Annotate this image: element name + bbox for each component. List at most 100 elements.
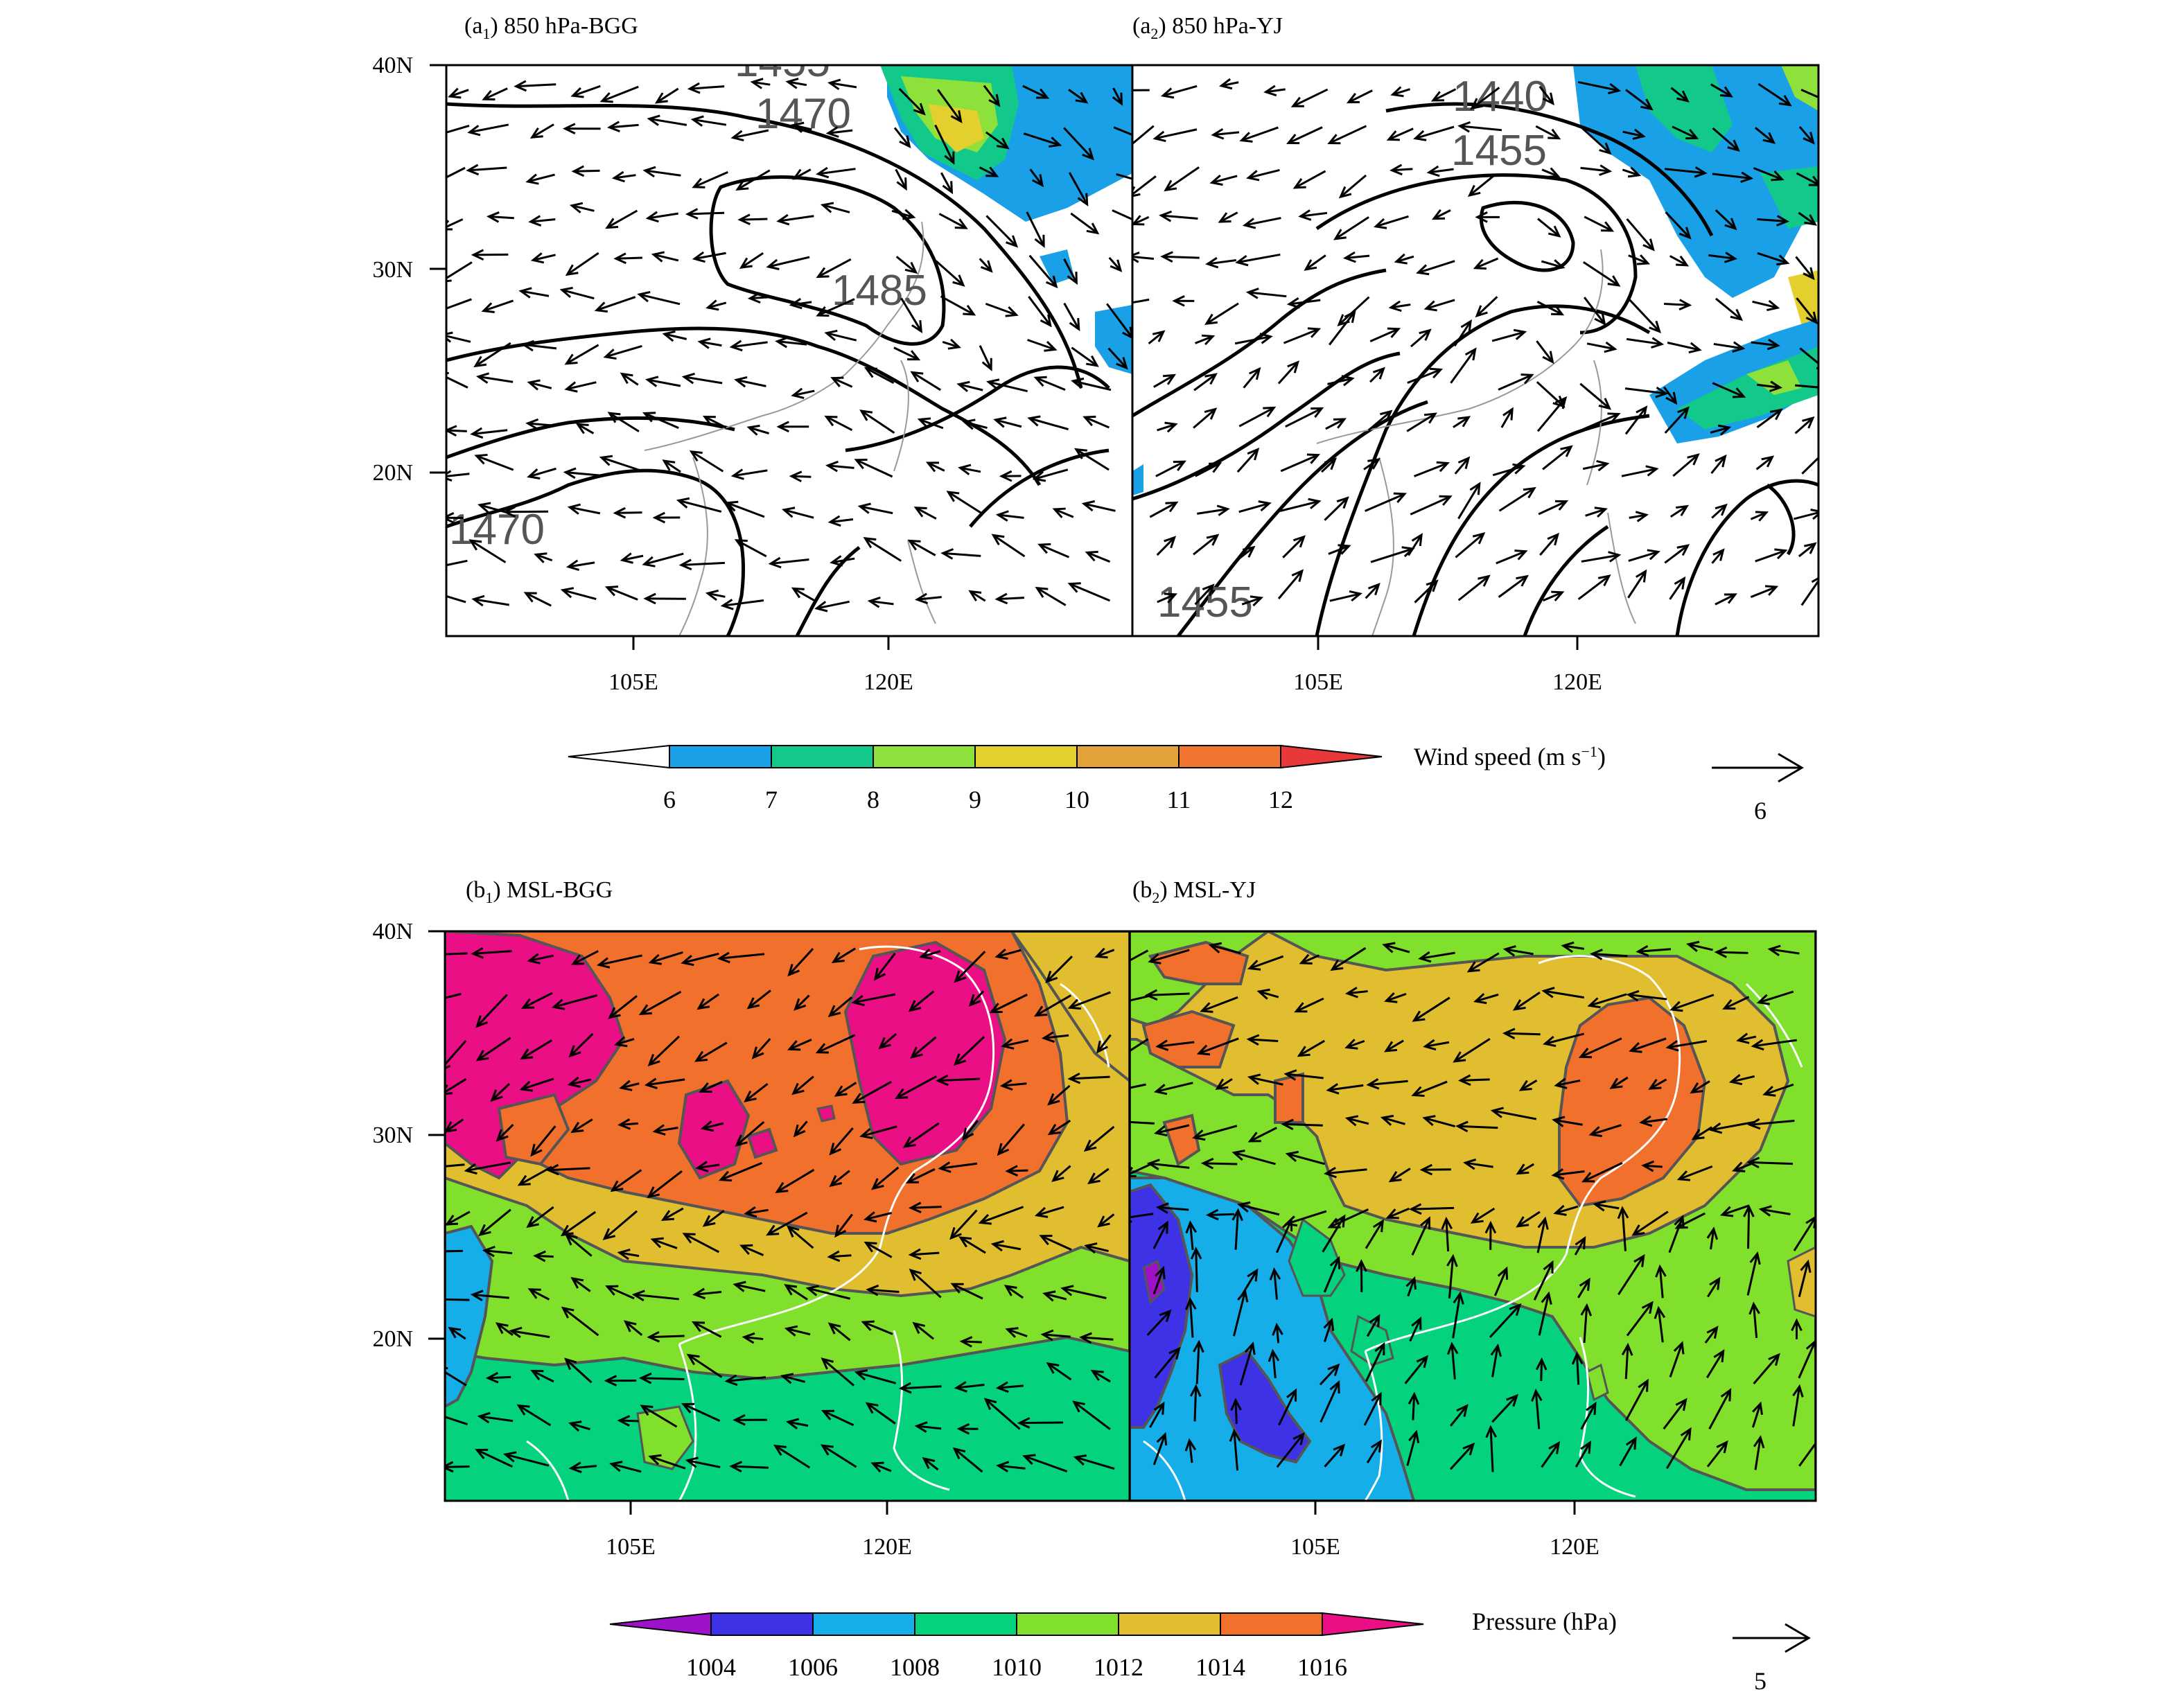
- wind-vector: [863, 537, 902, 562]
- wind-vector: [827, 1250, 852, 1262]
- wind-vector: [689, 450, 724, 473]
- wind-vector: [1798, 1434, 1816, 1467]
- wind-vector: [1190, 1247, 1202, 1292]
- wind-vector: [1197, 504, 1230, 516]
- wind-vector: [1475, 211, 1500, 223]
- wind-vector: [1218, 211, 1238, 223]
- wind-vector: [503, 1451, 550, 1467]
- wind-vector: [962, 419, 988, 430]
- pressure-colorbar: 1004 1006 1008 1010 1012 1014 1016 Pressure (h…: [609, 1608, 1811, 1695]
- wind-vector: [1543, 1032, 1585, 1048]
- wind-vector: [729, 340, 768, 352]
- wind-vector: [979, 258, 993, 273]
- wind-vector: [720, 599, 764, 610]
- wind-vector: [692, 251, 726, 263]
- wind-vector: [1411, 1216, 1431, 1256]
- pressure-colorbar-high-triangle: [1322, 1612, 1424, 1637]
- wind-vector: [1231, 1208, 1243, 1250]
- wind-vector: [1796, 297, 1818, 325]
- wind-vector: [791, 1075, 814, 1095]
- wind-vector: [1241, 595, 1264, 607]
- wind-vector: [1298, 209, 1328, 221]
- pressure-1010b: [636, 1405, 694, 1470]
- wind-vector: [827, 1322, 851, 1341]
- wind-vector: [1386, 127, 1414, 141]
- wind-vector: [1097, 1213, 1115, 1228]
- wind-vector: [954, 1381, 985, 1393]
- wind-vector: [1551, 1168, 1585, 1180]
- wind-vector: [1304, 254, 1326, 271]
- wind-vector: [1585, 507, 1608, 518]
- wind-vector: [1346, 89, 1373, 104]
- wind-vector: [1466, 952, 1500, 973]
- wind-vector: [1798, 542, 1817, 558]
- wind-vector: [485, 1371, 511, 1384]
- wind-vector: [1707, 1276, 1721, 1298]
- wind-vector: [1691, 1126, 1712, 1141]
- wind-vector: [1388, 1168, 1411, 1183]
- pressure-1016d: [746, 1127, 778, 1159]
- wind-vector: [1690, 1080, 1710, 1094]
- wind-vector: [620, 552, 644, 564]
- wind-vector: [1130, 1120, 1155, 1125]
- lon-tick-label: 105E: [606, 1534, 656, 1560]
- pressure-1014d: [1274, 1072, 1304, 1124]
- wind-shade-6c: [1132, 464, 1143, 495]
- wind-vector: [1365, 582, 1380, 599]
- wind-vector: [597, 954, 642, 969]
- coastline-a1: [644, 221, 936, 636]
- wind-vector: [1750, 511, 1769, 522]
- wind-vector: [746, 989, 771, 1010]
- wind-vector: [857, 502, 893, 515]
- wind-vector: [1538, 1291, 1552, 1336]
- wind-vector: [1411, 1080, 1448, 1098]
- wind-vector: [867, 596, 894, 608]
- wind-vector: [1205, 1208, 1235, 1221]
- wind-vector: [1108, 256, 1123, 272]
- wind-vector: [560, 587, 597, 601]
- wind-vector: [1073, 1454, 1115, 1470]
- wind-vector: [1536, 396, 1568, 432]
- wind-vector: [691, 1321, 722, 1338]
- wind-vector: [1423, 1039, 1450, 1051]
- wind-vector: [1536, 301, 1565, 316]
- wind-vector: [445, 1461, 470, 1473]
- wind-vectors-a1: [446, 78, 1132, 613]
- wind-vector: [1538, 85, 1554, 106]
- wind-vector: [1234, 333, 1273, 345]
- wind-vector: [1665, 1039, 1708, 1052]
- wind-vector: [495, 1322, 514, 1336]
- wind-vector: [784, 1325, 811, 1337]
- wind-vector: [647, 1035, 680, 1067]
- colorbar-tick-label: 11: [1167, 786, 1191, 813]
- wind-vector: [1755, 548, 1788, 563]
- wind-vector: [733, 1280, 766, 1292]
- wind-vector: [619, 1080, 640, 1091]
- colorbar-segment: [1220, 1612, 1323, 1636]
- wind-vector: [1665, 211, 1692, 240]
- panel-b2: (b2) MSL-YJ: [1128, 877, 1817, 1502]
- wind-vector: [445, 1039, 467, 1070]
- wind-vector: [1154, 1124, 1190, 1137]
- wind-vector: [1389, 164, 1413, 176]
- wind-vector: [1208, 942, 1241, 955]
- wind-vector: [702, 415, 727, 429]
- wind-vector: [789, 297, 812, 310]
- colorbar-tick-label: 7: [765, 786, 778, 813]
- pressure-1008b: [1350, 1314, 1394, 1366]
- wind-vector: [1327, 125, 1367, 145]
- wind-vector: [448, 87, 469, 99]
- wind-vector: [1580, 164, 1613, 176]
- wind-vector: [676, 497, 722, 513]
- pressure-1010c: [1586, 1363, 1609, 1402]
- pressure-colorbar-ticks: 1004 1006 1008 1010 1012 1014 1016: [686, 1653, 1347, 1681]
- wind-vector: [631, 1289, 679, 1302]
- wind-vector: [1193, 407, 1218, 429]
- wind-vector: [733, 1414, 767, 1426]
- wind-vector: [1328, 544, 1351, 555]
- wind-vector: [1473, 993, 1499, 1005]
- wind-vector: [602, 1210, 638, 1240]
- wind-vector: [1446, 1253, 1458, 1298]
- wind-vector: [936, 1074, 981, 1086]
- wind-vector: [560, 1210, 597, 1237]
